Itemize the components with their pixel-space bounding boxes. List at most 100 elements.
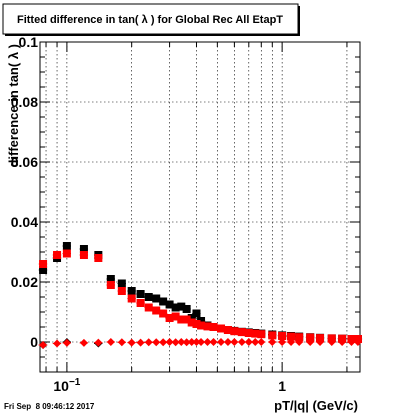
- data-point-square: [171, 312, 180, 321]
- data-point-square: [230, 327, 239, 336]
- y-tick-label: 0: [30, 334, 38, 350]
- y-tick-label: 0.1: [19, 34, 39, 50]
- y-tick-label: 0.04: [11, 214, 38, 230]
- data-point-square: [244, 329, 253, 337]
- data-point-square: [268, 331, 277, 340]
- data-point-square: [223, 326, 232, 334]
- data-point-square: [79, 251, 88, 259]
- data-point-diamond: [237, 338, 246, 346]
- data-point-square: [278, 332, 287, 340]
- data-point-diamond: [136, 338, 145, 347]
- title-box-frame: [2, 3, 299, 35]
- data-point-diamond: [251, 338, 260, 346]
- data-point-square: [94, 254, 103, 262]
- data-point-square: [136, 299, 145, 307]
- data-point-square: [197, 321, 206, 330]
- data-point-diamond: [182, 338, 191, 347]
- data-point-square: [306, 333, 315, 342]
- data-point-diamond: [117, 338, 126, 347]
- data-point-diamond: [94, 338, 103, 347]
- data-point-diamond: [127, 338, 136, 347]
- title-box-shadow: [298, 6, 300, 36]
- data-point-square: [177, 302, 186, 311]
- data-point-diamond: [62, 338, 71, 347]
- data-point-square: [257, 330, 266, 339]
- data-point-diamond: [171, 338, 180, 347]
- data-point-square: [127, 287, 136, 295]
- data-point-square: [159, 309, 168, 318]
- data-point-diamond: [192, 338, 201, 346]
- data-point-diamond: [187, 338, 196, 346]
- data-point-square: [159, 297, 168, 306]
- data-point-diamond: [165, 338, 174, 346]
- timestamp: Fri Sep 8 09:46:12 2017: [4, 402, 95, 411]
- data-point-square: [197, 317, 206, 325]
- data-point-square: [39, 266, 48, 274]
- data-point-square: [209, 323, 218, 331]
- data-point-square: [62, 242, 71, 250]
- x-tick-label-exponent: −1: [69, 377, 81, 388]
- data-point-diamond: [217, 338, 226, 346]
- data-point-square: [192, 320, 201, 328]
- data-point-diamond: [287, 338, 296, 346]
- data-point-diamond: [316, 338, 325, 346]
- data-point-square: [237, 328, 246, 337]
- data-point-square: [182, 315, 191, 324]
- data-point-square: [106, 281, 115, 289]
- data-point-square: [117, 287, 126, 295]
- data-point-square: [127, 294, 136, 303]
- data-point-square: [152, 294, 161, 303]
- x-axis-label: pT/|q| (GeV/c): [274, 398, 358, 413]
- data-point-square: [136, 290, 145, 298]
- data-point-square: [251, 329, 260, 338]
- data-point-diamond: [338, 338, 347, 346]
- data-point-square: [182, 305, 191, 313]
- data-point-square: [144, 293, 153, 301]
- data-point-diamond: [79, 338, 88, 347]
- data-point-diamond: [223, 338, 232, 346]
- data-point-square: [165, 300, 174, 309]
- data-point-square: [39, 260, 48, 268]
- y-tick-label: 0.06: [11, 154, 38, 170]
- data-point-square: [79, 245, 88, 253]
- data-point-diamond: [197, 338, 206, 346]
- data-point-square: [62, 249, 71, 258]
- data-point-diamond: [152, 338, 161, 347]
- data-point-diamond: [209, 338, 218, 346]
- data-point-diamond: [106, 338, 115, 346]
- data-point-diamond: [159, 338, 168, 347]
- data-point-diamond: [327, 338, 336, 346]
- title-box: Fitted difference in tan( λ ) for Global…: [2, 3, 300, 36]
- data-point-square: [152, 306, 161, 315]
- data-point-diamond: [278, 338, 287, 346]
- points-layer: [38, 242, 363, 349]
- data-point-diamond: [244, 338, 253, 346]
- chart-title: Fitted difference in tan( λ ) for Global…: [17, 14, 283, 26]
- data-point-diamond: [144, 338, 153, 347]
- data-point-square: [171, 303, 180, 312]
- data-point-square: [187, 318, 196, 327]
- data-point-diamond: [306, 338, 315, 346]
- data-point-square: [187, 314, 196, 322]
- data-point-diamond: [268, 338, 277, 346]
- data-point-diamond: [230, 338, 239, 346]
- data-point-square: [165, 314, 174, 322]
- data-point-square: [192, 309, 201, 318]
- data-point-square: [53, 251, 62, 259]
- data-point-diamond: [39, 341, 48, 349]
- title-box-shadow-bottom: [5, 34, 300, 36]
- y-axis-label: difference in tan( λ ): [6, 44, 21, 168]
- data-point-square: [287, 332, 296, 341]
- data-point-diamond: [353, 338, 362, 346]
- data-point-square: [117, 279, 126, 288]
- y-tick-label: 0.02: [11, 274, 38, 290]
- data-point-square: [203, 322, 212, 331]
- data-point-diamond: [295, 338, 304, 346]
- data-point-square: [144, 303, 153, 312]
- data-point-diamond: [257, 338, 266, 346]
- data-point-diamond: [53, 339, 62, 348]
- data-point-square: [106, 275, 115, 283]
- data-point-diamond: [347, 338, 356, 346]
